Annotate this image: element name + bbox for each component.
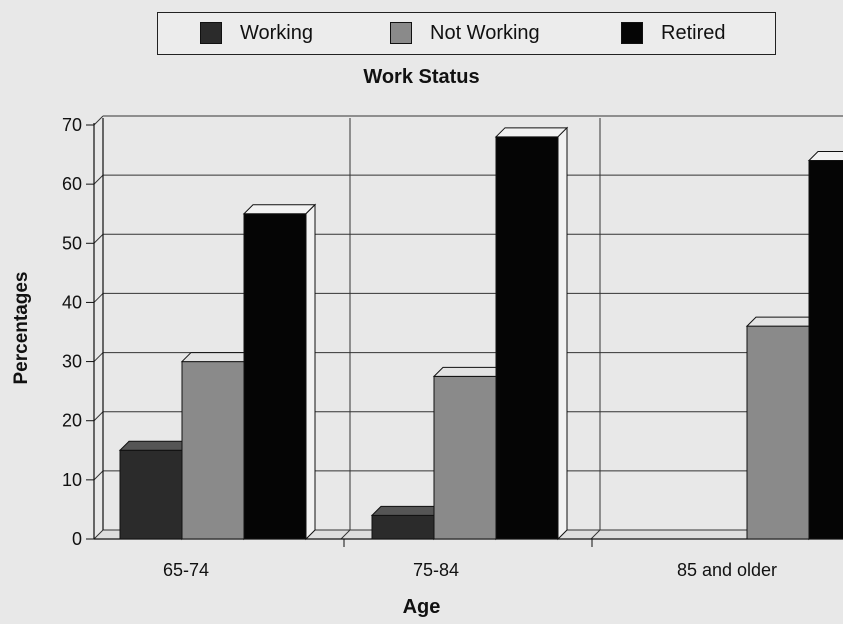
bar-working-0-top — [118, 440, 193, 451]
gridline-y-depth — [93, 470, 104, 481]
bar-retired-1-side — [557, 126, 568, 541]
bar-retired-1 — [495, 136, 559, 540]
gridline-x-depth — [340, 529, 351, 540]
legend-item-not-working: Not Working — [390, 13, 540, 53]
legend-label-not-working: Not Working — [430, 21, 540, 44]
bar-not-working-2 — [746, 325, 810, 540]
bar-not-working-1 — [433, 375, 497, 540]
gridline-y-depth — [93, 411, 104, 422]
legend-item-working: Working — [200, 13, 313, 53]
bar-working-1-top — [370, 505, 445, 516]
x-axis-label: Age — [402, 596, 441, 618]
bar-retired-1-top — [494, 127, 569, 138]
bar-retired-2-top — [807, 150, 843, 161]
gridline-y-depth — [93, 293, 104, 303]
x-tick-label: 85 and older — [677, 560, 777, 580]
chart-title: Work Status — [363, 66, 480, 88]
legend-item-retired: Retired — [621, 13, 725, 53]
bar-retired-0-top — [242, 204, 317, 215]
gridline-y-depth — [93, 529, 104, 540]
legend-label-working: Working — [240, 21, 313, 44]
legend-swatch-working — [200, 22, 222, 44]
x-tick-label: 75-84 — [413, 560, 459, 580]
x-tick-label: 65-74 — [163, 560, 209, 580]
y-tick-label: 50 — [62, 233, 82, 253]
y-tick-label: 60 — [62, 174, 82, 194]
bar-working-0 — [119, 449, 183, 540]
legend-swatch-retired — [621, 22, 643, 44]
bar-retired-0 — [243, 213, 307, 540]
y-tick-label: 20 — [62, 411, 82, 431]
bar-not-working-2-top — [745, 316, 820, 327]
gridline-y-depth — [93, 233, 104, 244]
bar-not-working-1-top — [432, 366, 507, 377]
gridline-y-depth — [93, 174, 104, 185]
gridline-y-depth — [93, 352, 104, 362]
y-tick-label: 30 — [62, 352, 82, 372]
bar-retired-0-side — [305, 203, 316, 541]
legend-label-retired: Retired — [661, 21, 726, 44]
legend-swatch-not-working — [390, 22, 412, 44]
gridline-y-depth — [93, 115, 104, 126]
bar-not-working-0 — [181, 361, 245, 540]
bar-retired-2 — [808, 159, 843, 540]
bar-working-1 — [371, 514, 435, 540]
y-tick-label: 10 — [62, 470, 82, 490]
y-tick-label: 70 — [62, 115, 82, 135]
legend: Working Not Working Retired — [157, 12, 776, 55]
gridline-x-depth — [590, 529, 601, 540]
y-tick-label: 0 — [72, 529, 82, 549]
bar-not-working-0-top — [180, 352, 255, 363]
y-tick-label: 40 — [62, 292, 82, 312]
